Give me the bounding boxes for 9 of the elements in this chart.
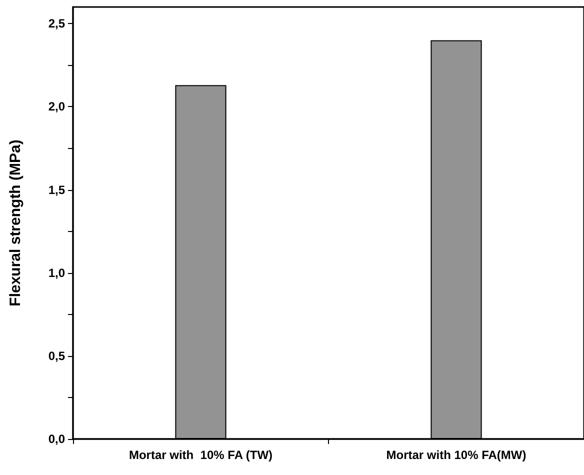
y-tick-label: 1,0 xyxy=(48,266,66,280)
y-tick-label: 0,0 xyxy=(48,432,66,446)
y-tick-label: 0,5 xyxy=(48,348,66,363)
y-axis-title: Flexural strength (MPa) xyxy=(7,140,24,306)
y-tick-label: 2,0 xyxy=(48,100,66,114)
y-tick-label: 1,5 xyxy=(48,182,66,197)
y-tick-label: 2,5 xyxy=(48,16,66,31)
x-tick-label: Mortar with 10% FA(MW) xyxy=(386,448,526,462)
x-tick-label: Mortar with 10% FA (TW) xyxy=(128,448,273,462)
